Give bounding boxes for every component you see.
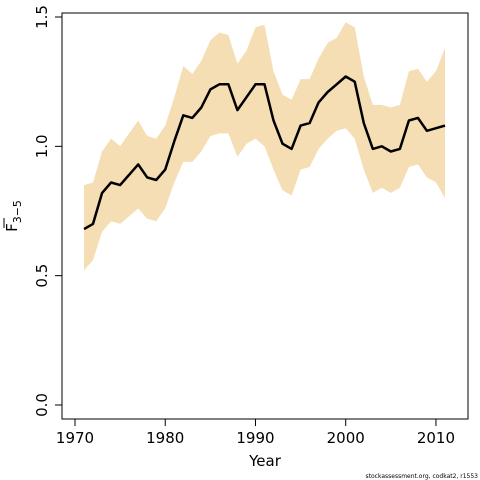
y-axis-title: F3−5 <box>3 200 24 232</box>
x-tick-label: 1980 <box>146 429 184 447</box>
credit-text: stockassessment.org, codkat2, r1553 <box>366 473 479 480</box>
x-axis-title: Year <box>248 452 282 470</box>
y-axis-title-subscript: 3−5 <box>11 200 24 223</box>
y-axis: 0.0 0.5 1.0 1.5 <box>33 5 62 417</box>
x-axis: 1970 1980 1990 2000 2010 <box>56 418 455 447</box>
y-tick-label: 0.0 <box>33 393 51 417</box>
series-line-layer <box>83 75 446 231</box>
x-tick-label: 1990 <box>236 429 274 447</box>
x-tick-label: 1970 <box>56 429 94 447</box>
y-axis-title-main: F <box>3 223 21 232</box>
x-tick-label: 2010 <box>417 429 455 447</box>
y-tick-label: 1.5 <box>33 5 51 29</box>
series-line <box>83 75 446 231</box>
y-tick-label: 0.5 <box>33 264 51 288</box>
y-tick-label: 1.0 <box>33 134 51 158</box>
svg-text:F3−5: F3−5 <box>3 200 24 232</box>
x-tick-label: 2000 <box>327 429 365 447</box>
